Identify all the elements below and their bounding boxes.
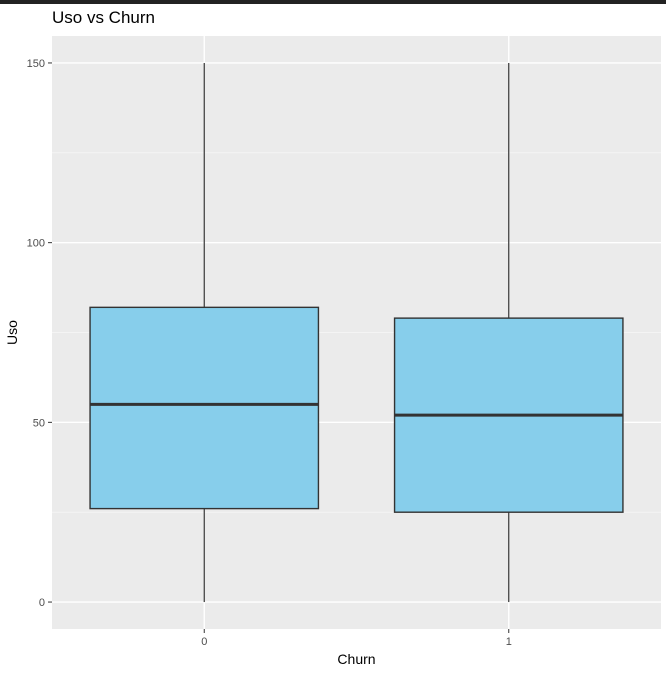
box-iqr <box>89 306 320 510</box>
window-top-border <box>0 0 666 4</box>
chart-title: Uso vs Churn <box>52 8 155 27</box>
x-tick-label: 1 <box>506 636 512 648</box>
y-axis-title: Uso <box>4 320 20 345</box>
x-axis-title: Churn <box>337 651 375 667</box>
y-tick-label: 150 <box>27 58 45 70</box>
y-tick-label: 50 <box>33 417 45 429</box>
y-tick-label: 0 <box>39 597 45 609</box>
x-tick-label: 0 <box>201 636 207 648</box>
y-tick-label: 100 <box>27 238 45 250</box>
